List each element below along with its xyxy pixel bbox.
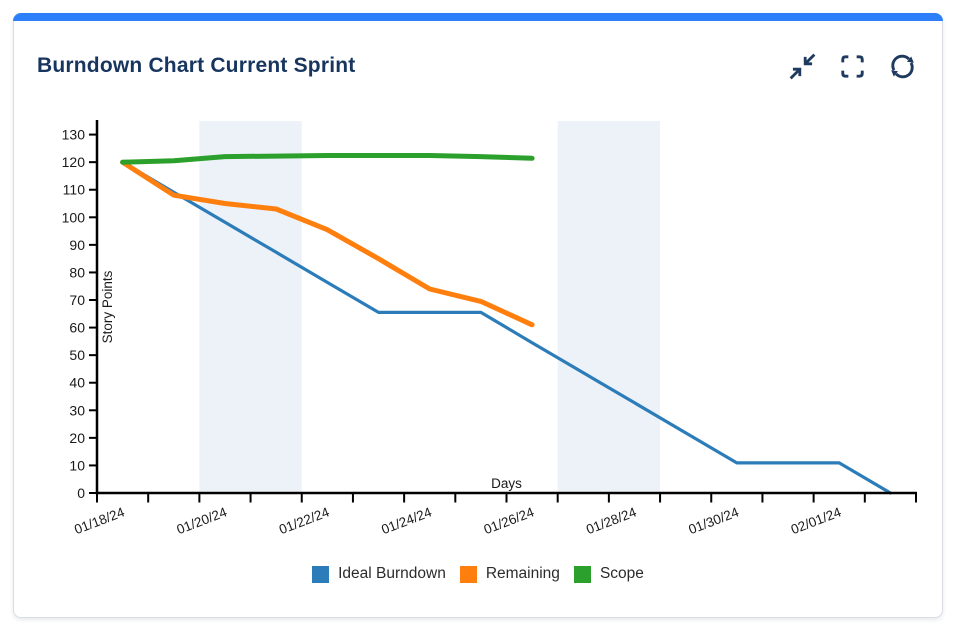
y-tick-label: 60 <box>69 320 85 336</box>
x-tick-label: 01/18/24 <box>72 504 127 537</box>
y-tick-label: 30 <box>69 402 85 418</box>
chart-legend: Ideal Burndown Remaining Scope <box>14 560 942 588</box>
y-tick-label: 120 <box>62 154 86 170</box>
y-tick-label: 100 <box>62 209 86 225</box>
card-accent-bar <box>13 13 943 21</box>
y-tick-label: 90 <box>69 237 85 253</box>
legend-item[interactable]: Scope <box>573 565 644 583</box>
weekend-band <box>199 121 302 492</box>
burndown-chart: 0 10 20 30 40 50 60 70 80 90 100 110 120 130 01/18/24 0… <box>62 120 917 537</box>
y-tick-label: 10 <box>69 457 85 473</box>
x-tick-label: 02/01/24 <box>789 504 844 537</box>
x-axis-label: Days <box>491 476 522 491</box>
series-line <box>120 159 535 328</box>
legend-label: Ideal Burndown <box>338 565 446 582</box>
refresh-button[interactable] <box>887 51 918 82</box>
card-header: Burndown Chart Current Sprint <box>37 44 918 88</box>
series-line <box>120 153 535 165</box>
x-tick-label: 01/28/24 <box>584 504 639 537</box>
x-tick-label: 01/26/24 <box>482 504 537 537</box>
y-axis-label: Story Points <box>100 270 115 343</box>
refresh-icon <box>891 54 914 78</box>
x-tick-label: 01/20/24 <box>175 504 230 537</box>
legend-item[interactable]: Remaining <box>459 565 560 583</box>
legend-item[interactable]: Ideal Burndown <box>312 565 446 583</box>
legend-swatch-icon <box>573 565 591 583</box>
fullscreen-button[interactable] <box>837 51 868 82</box>
y-tick-label: 0 <box>77 485 85 501</box>
card-actions <box>787 51 918 82</box>
y-tick-label: 110 <box>63 182 86 198</box>
x-tick-label: 01/22/24 <box>277 504 332 537</box>
y-tick-label: 20 <box>69 430 85 446</box>
x-tick-label: 01/30/24 <box>686 504 741 537</box>
burndown-card: Burndown Chart Current Sprint <box>13 13 943 618</box>
series-line <box>120 160 893 495</box>
y-tick-label: 70 <box>69 292 85 308</box>
y-tick-label: 40 <box>69 375 85 391</box>
y-tick-label: 130 <box>62 127 86 143</box>
legend-label: Remaining <box>485 565 560 582</box>
y-tick-label: 50 <box>69 347 85 363</box>
legend-label: Scope <box>599 565 644 582</box>
weekend-band <box>557 121 661 492</box>
fullscreen-icon <box>841 54 864 78</box>
page-title: Burndown Chart Current Sprint <box>37 54 356 77</box>
y-tick-label: 80 <box>69 264 85 280</box>
legend-swatch-icon <box>312 565 330 583</box>
legend-swatch-icon <box>459 565 477 583</box>
collapse-icon <box>789 53 816 79</box>
x-tick-label: 01/24/24 <box>379 504 434 537</box>
collapse-button[interactable] <box>787 51 818 82</box>
